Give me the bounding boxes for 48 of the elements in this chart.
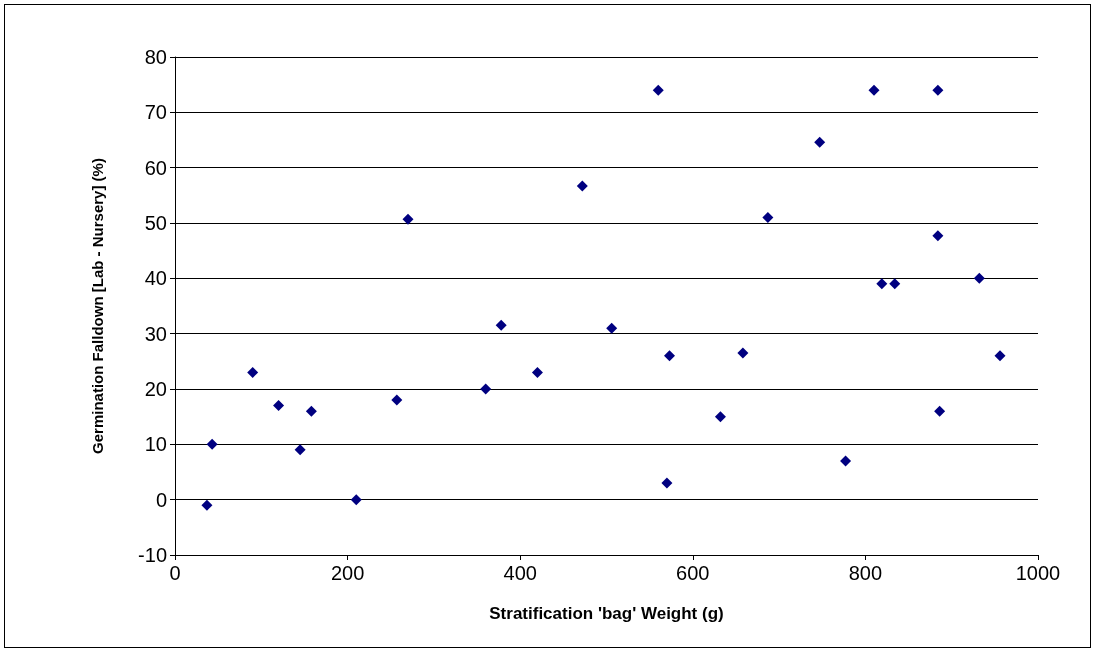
point (868, 84, 880, 96)
point (973, 272, 985, 284)
point (889, 278, 901, 290)
point (201, 499, 213, 511)
y-tick-label: 80 (144, 46, 167, 68)
x-tick-label: 0 (169, 562, 181, 584)
point (273, 400, 285, 412)
y-tick-label: 40 (144, 267, 167, 290)
point (576, 180, 588, 192)
point (305, 405, 317, 417)
x-tick-label: 800 (848, 562, 883, 584)
y-tick-label: 50 (144, 212, 167, 234)
point (737, 347, 749, 359)
y-tick-label: 60 (144, 156, 167, 179)
y-tick-label: 30 (144, 322, 167, 345)
x-tick-label: 400 (503, 562, 537, 584)
point (495, 319, 507, 331)
point (247, 366, 259, 378)
y-axis-title: Germination Falldown [Lab - Nursery] (%) (89, 158, 106, 454)
point (994, 350, 1006, 362)
point (661, 477, 673, 489)
y-tick-label: 10 (144, 433, 167, 456)
point (294, 444, 306, 456)
y-tick-label: 20 (144, 378, 167, 400)
point (531, 366, 543, 378)
point (606, 322, 618, 334)
point (876, 278, 888, 290)
point (350, 494, 362, 506)
point (932, 84, 944, 96)
point (206, 438, 218, 450)
point (402, 213, 414, 225)
point (480, 383, 492, 395)
x-axis-title: Stratification 'bag' Weight (g) (489, 604, 724, 623)
point (814, 136, 826, 148)
point (932, 230, 944, 242)
y-tick-label: 0 (155, 488, 167, 511)
point (762, 211, 774, 223)
point (934, 405, 946, 417)
point (652, 84, 664, 96)
point (664, 350, 675, 362)
x-tick-label: 200 (330, 562, 365, 584)
point (391, 394, 403, 406)
x-tick-label: 1000 (1015, 562, 1061, 584)
point (714, 411, 726, 423)
x-tick-label: 600 (676, 562, 710, 584)
y-tick-label: 70 (144, 101, 167, 124)
y-tick-label: -10 (138, 544, 167, 566)
point (840, 455, 852, 467)
